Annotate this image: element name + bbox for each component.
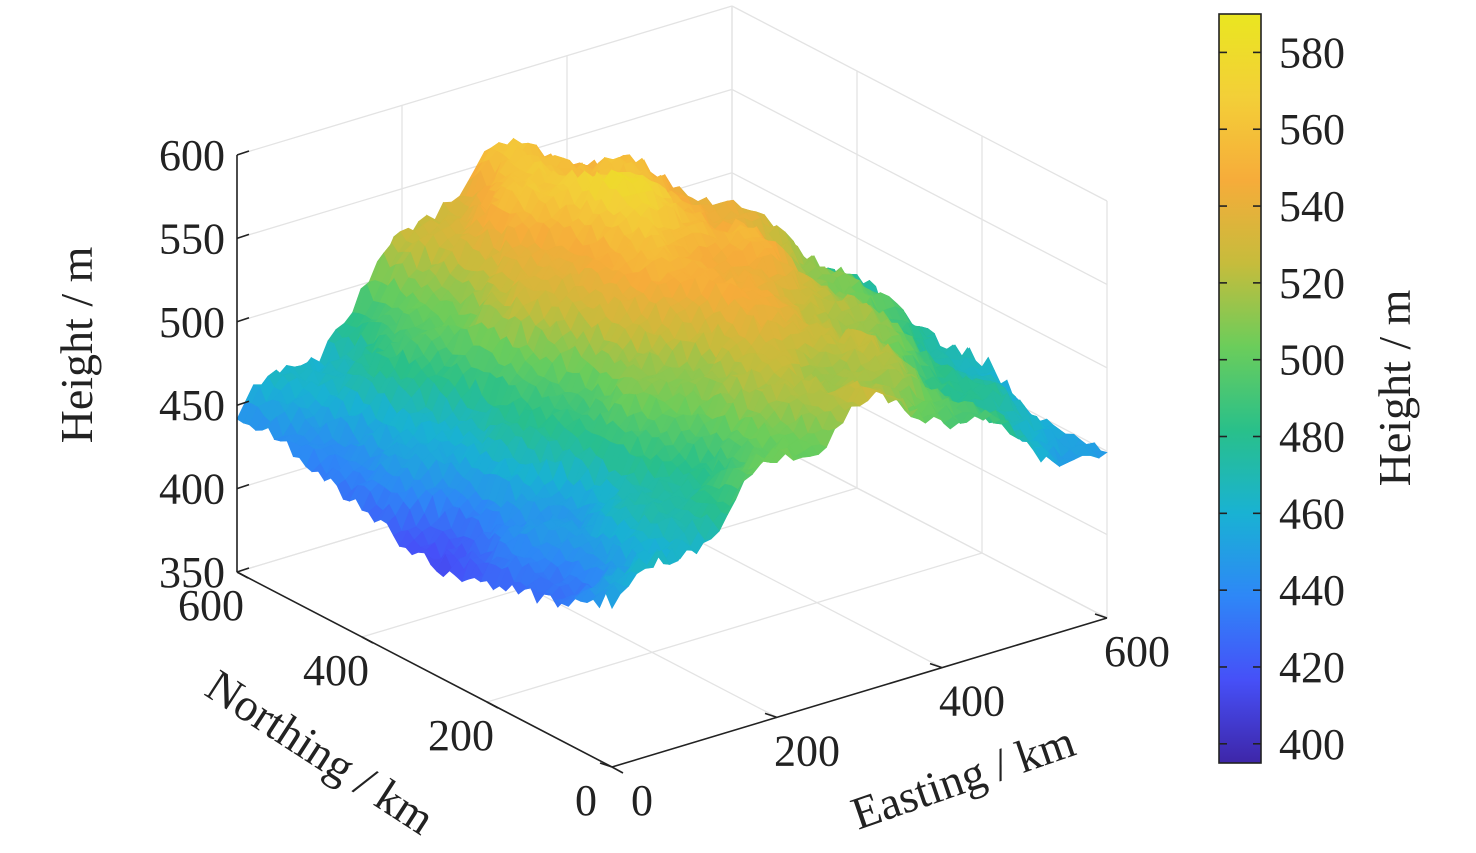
colorbar-tick-label: 420 bbox=[1279, 643, 1345, 692]
grid-line bbox=[731, 5, 1108, 202]
x-tick-label: 400 bbox=[939, 677, 1005, 726]
x-tick-label: 200 bbox=[774, 726, 840, 775]
z-tick-mark bbox=[236, 233, 250, 240]
colorbar-tick-label: 460 bbox=[1279, 489, 1345, 538]
y-tick-label: 200 bbox=[428, 711, 494, 760]
z-tick-label: 600 bbox=[159, 131, 225, 180]
grid-line bbox=[731, 172, 1108, 369]
height-surface bbox=[236, 137, 1108, 610]
y-tick-label: 400 bbox=[303, 646, 369, 695]
colorbar-tick-label: 440 bbox=[1279, 566, 1345, 615]
colorbar-tick-label: 520 bbox=[1279, 259, 1345, 308]
z-axis-label: Height / m bbox=[51, 246, 102, 443]
grid-line bbox=[731, 88, 1108, 285]
colorbar-gradient bbox=[1219, 14, 1261, 763]
colorbar-tick-label: 480 bbox=[1279, 413, 1345, 462]
y-tick-mark bbox=[611, 766, 624, 774]
colorbar: 400 420 440 460 480 500 520 540 560 580 bbox=[1218, 13, 1345, 769]
grid-line bbox=[486, 552, 983, 703]
x-tick-label: 600 bbox=[1104, 627, 1170, 676]
colorbar-tick-label: 540 bbox=[1279, 182, 1345, 231]
colorbar-tick-label: 560 bbox=[1279, 105, 1345, 154]
y-tick-label: 0 bbox=[575, 776, 597, 825]
y-tick-mark bbox=[361, 636, 374, 644]
z-tick-label: 400 bbox=[159, 465, 225, 514]
colorbar-label: Height / m bbox=[1369, 289, 1420, 486]
y-tick-label: 600 bbox=[178, 581, 244, 630]
z-tick-label: 500 bbox=[159, 298, 225, 347]
colorbar-tick-label: 500 bbox=[1279, 336, 1345, 385]
y-tick-mark bbox=[236, 571, 249, 579]
z-tick-mark bbox=[236, 483, 250, 490]
z-tick-label: 550 bbox=[159, 214, 225, 263]
x-tick-label: 0 bbox=[631, 776, 653, 825]
z-tick-mark bbox=[236, 150, 250, 156]
colorbar-tick-label: 400 bbox=[1279, 720, 1345, 769]
z-tick-label: 450 bbox=[159, 381, 225, 430]
z-tick-mark bbox=[236, 317, 250, 323]
grid-line bbox=[236, 5, 733, 156]
colorbar-tick-label: 580 bbox=[1279, 28, 1345, 77]
x-axis-label: Easting / km bbox=[845, 715, 1082, 839]
y-tick-mark bbox=[486, 701, 499, 709]
z-tick-mark bbox=[236, 567, 250, 573]
